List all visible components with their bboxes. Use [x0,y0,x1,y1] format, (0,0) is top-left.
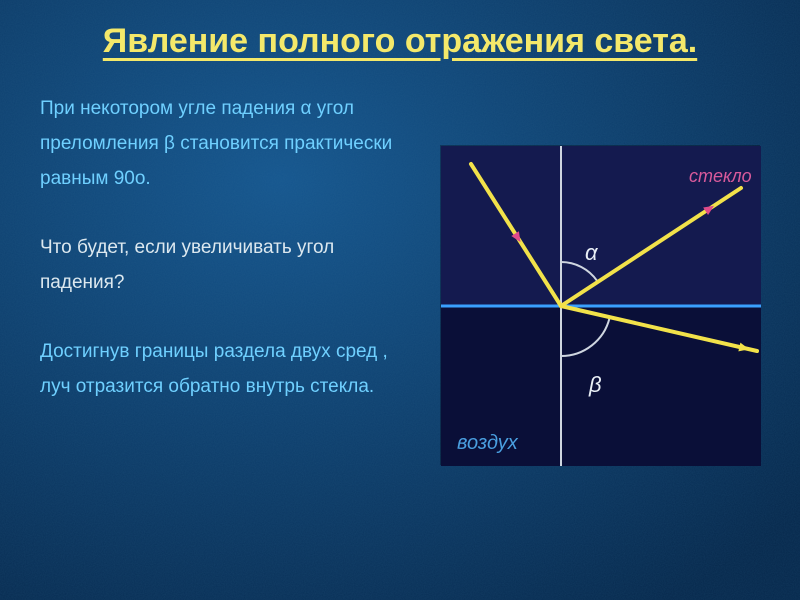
slide: Явление полного отражения света. При нек… [0,0,800,600]
diagram-column: стекло воздух α β [440,85,760,465]
label-bottom-medium: воздух [457,432,518,455]
label-alpha: α [585,240,598,266]
paragraph-3: Достигнув границы раздела двух сред , лу… [40,334,420,404]
paragraph-1: При некотором угле падения α угол прелом… [40,91,420,196]
slide-content: При некотором угле падения α угол прелом… [40,85,760,465]
slide-title: Явление полного отражения света. [40,20,760,63]
refraction-diagram: стекло воздух α β [440,145,760,465]
label-beta: β [589,372,602,398]
text-column: При некотором угле падения α угол прелом… [40,85,420,465]
label-top-medium: стекло [689,166,752,187]
paragraph-2: Что будет, если увеличивать угол падения… [40,230,420,300]
